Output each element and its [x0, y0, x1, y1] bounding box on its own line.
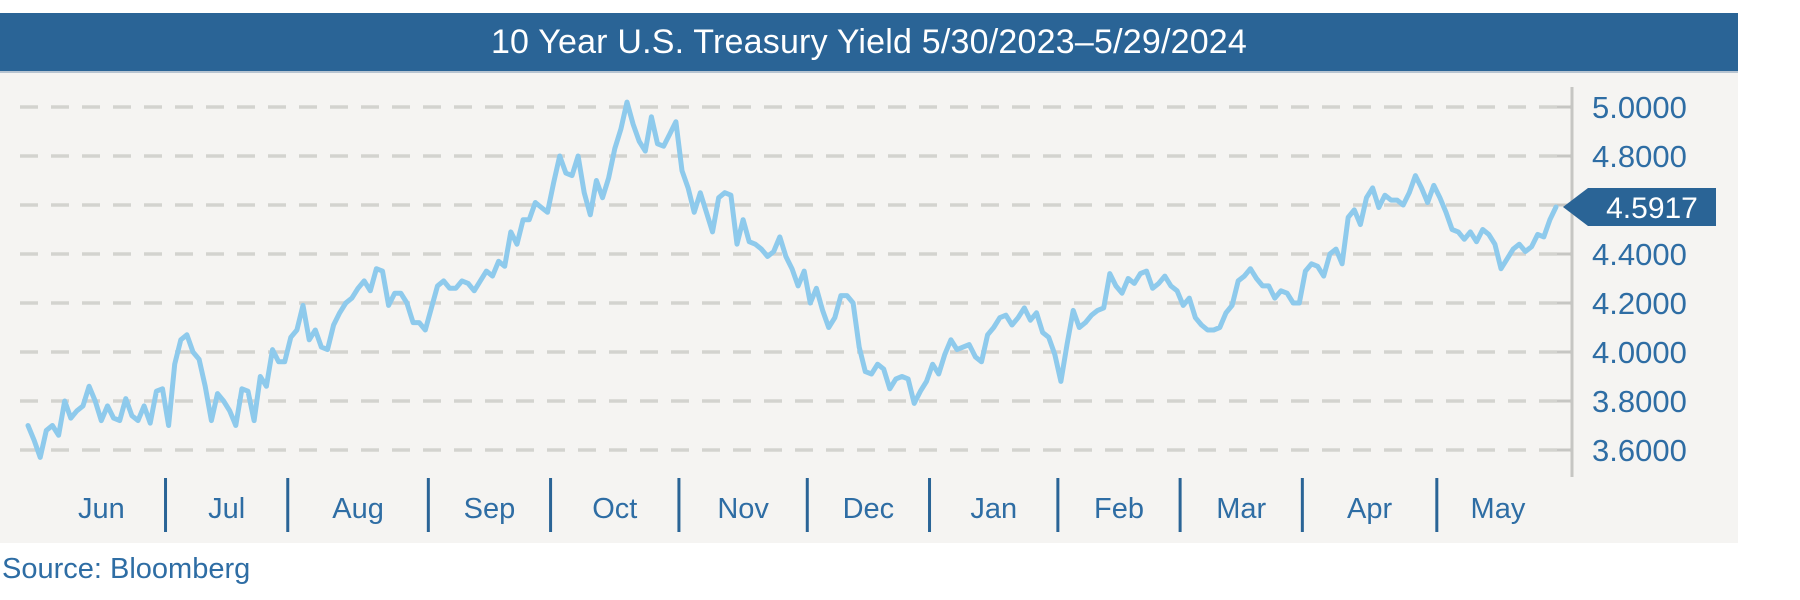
- chart-title-bar: 10 Year U.S. Treasury Yield 5/30/2023–5/…: [0, 13, 1738, 73]
- page-title: 10 Year U.S. Treasury Yield 5/30/2023–5/…: [490, 22, 1248, 61]
- month-label: Oct: [592, 493, 637, 525]
- plot-area: 5.0000 4.8000 4.4000 4.2000 4.0000 3.8000 3.60…: [0, 73, 1738, 543]
- month-label: Dec: [843, 493, 895, 525]
- current-value-tag: [1563, 188, 1716, 227]
- yield-line-chart: 5.0000 4.8000 4.4000 4.2000 4.0000 3.8000 3.60…: [20, 87, 1716, 532]
- y-axis-label: 4.8000: [1592, 139, 1687, 174]
- y-axis-label: 3.8000: [1592, 384, 1687, 419]
- yield-line: [25, 99, 1559, 460]
- y-axis-label: 4.2000: [1592, 286, 1687, 321]
- month-label: Jun: [78, 493, 125, 525]
- month-label: Apr: [1347, 493, 1392, 525]
- source-text: Source: Bloomberg: [2, 553, 251, 585]
- y-axis-label: 5.0000: [1592, 90, 1687, 125]
- month-label: May: [1471, 493, 1526, 525]
- current-value-label: 4.5917: [1606, 192, 1698, 225]
- y-axis-label: 4.0000: [1592, 335, 1687, 370]
- month-label: Aug: [332, 493, 384, 525]
- y-axis-label: 3.6000: [1592, 433, 1687, 468]
- month-label: Sep: [464, 493, 516, 525]
- month-label: Mar: [1216, 493, 1266, 525]
- y-axis-label: 4.4000: [1592, 237, 1687, 272]
- month-label: Jul: [208, 493, 245, 525]
- month-label: Jan: [970, 493, 1017, 525]
- month-label: Nov: [717, 493, 769, 525]
- month-label: Feb: [1094, 493, 1144, 525]
